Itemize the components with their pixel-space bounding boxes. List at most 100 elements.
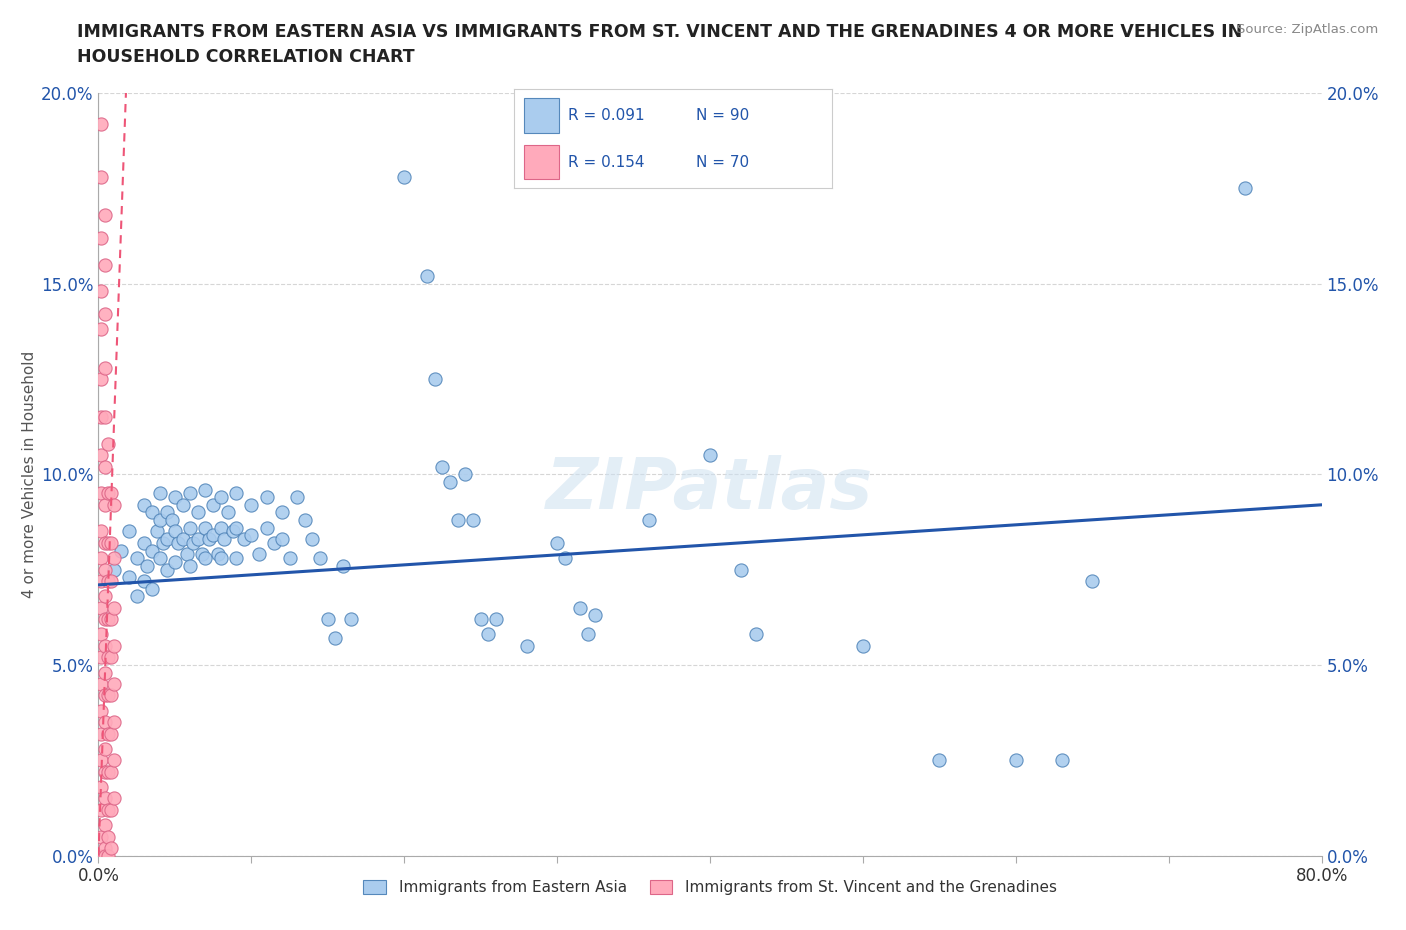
Point [100,536,122,551]
Point [97,650,120,665]
Point [118,525,141,539]
Point [141,543,163,558]
Point [134,574,156,589]
Point [90,371,112,387]
Point [247,547,270,562]
Point [103,551,125,565]
Point [90,284,112,299]
Point [93,207,115,222]
Point [432,459,454,474]
Point [100,688,122,703]
Point [90,485,112,500]
Point [1050,753,1073,768]
Point [270,532,292,547]
Point [145,525,167,539]
Point [97,803,120,817]
Point [90,803,112,817]
Point [477,627,499,642]
Point [136,558,159,573]
Point [125,589,148,604]
Point [125,551,148,565]
Point [225,551,247,565]
Point [179,485,201,500]
Point [103,498,125,512]
Point [172,532,194,547]
Point [583,608,606,623]
Point [97,764,120,779]
Point [209,520,232,535]
Point [152,536,174,551]
Point [339,612,361,627]
Point [103,639,125,654]
Point [554,551,576,565]
Point [97,848,120,863]
Point [163,554,186,569]
Point [232,532,254,547]
Point [222,525,245,539]
Point [110,543,132,558]
Point [90,116,112,131]
Point [149,485,172,500]
Point [134,498,156,512]
Point [103,753,125,768]
Point [149,512,172,527]
Point [546,536,568,551]
Point [93,536,115,551]
Point [90,627,112,642]
Point [852,639,875,654]
Point [93,562,115,577]
Point [90,601,112,616]
Point [576,627,599,642]
Point [90,703,112,718]
Point [90,551,112,565]
Point [416,269,439,284]
Point [90,574,112,589]
Point [928,753,950,768]
Point [90,779,112,794]
Y-axis label: 4 or more Vehicles in Household: 4 or more Vehicles in Household [22,351,38,598]
Point [278,551,301,565]
Point [141,581,163,596]
Point [1081,574,1104,589]
Point [163,525,186,539]
Point [100,764,122,779]
Point [745,627,768,642]
Point [93,612,115,627]
Point [97,485,120,500]
Point [207,547,229,562]
Point [187,532,209,547]
Text: IMMIGRANTS FROM EASTERN ASIA VS IMMIGRANTS FROM ST. VINCENT AND THE GRENADINES 4: IMMIGRANTS FROM EASTERN ASIA VS IMMIGRAN… [77,23,1243,41]
Point [90,525,112,539]
Point [93,817,115,832]
Point [156,532,179,547]
Point [309,551,332,565]
Point [93,741,115,756]
Point [90,848,112,863]
Point [225,485,247,500]
Point [97,830,120,844]
Point [316,612,339,627]
Point [439,474,461,489]
Point [163,490,186,505]
Point [93,665,115,680]
Point [93,764,115,779]
Point [209,490,232,505]
Point [637,512,661,527]
Point [134,536,156,551]
Point [194,482,217,497]
Point [90,650,112,665]
Point [93,848,115,863]
Point [93,307,115,322]
Point [167,536,190,551]
Point [294,512,316,527]
Point [156,562,179,577]
Point [103,714,125,729]
Point [93,258,115,272]
Point [100,803,122,817]
Point [1234,181,1257,196]
Point [90,726,112,741]
Point [516,639,538,654]
Point [270,505,292,520]
Point [100,485,122,500]
Point [699,448,721,463]
